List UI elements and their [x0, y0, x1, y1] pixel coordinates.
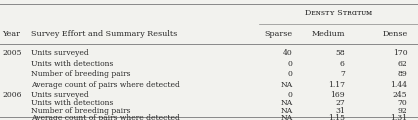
- Text: 62: 62: [398, 60, 408, 68]
- Text: 89: 89: [398, 70, 408, 78]
- Text: 6: 6: [340, 60, 345, 68]
- Text: Dᴇɴѕᴛʏ Sᴛʀɑᴛᴜᴍ: Dᴇɴѕᴛʏ Sᴛʀɑᴛᴜᴍ: [305, 9, 372, 17]
- Text: 70: 70: [398, 99, 408, 107]
- Text: 92: 92: [398, 107, 408, 114]
- Text: 7: 7: [340, 70, 345, 78]
- Text: 1.17: 1.17: [328, 81, 345, 89]
- Text: 0: 0: [288, 70, 293, 78]
- Text: 0: 0: [288, 91, 293, 99]
- Text: 1.31: 1.31: [390, 114, 408, 120]
- Text: Average count of pairs where detected: Average count of pairs where detected: [31, 81, 180, 89]
- Text: Number of breeding pairs: Number of breeding pairs: [31, 107, 131, 114]
- Text: 2005: 2005: [2, 49, 22, 57]
- Text: 0: 0: [288, 60, 293, 68]
- Text: NA: NA: [280, 114, 293, 120]
- Text: 31: 31: [335, 107, 345, 114]
- Text: NA: NA: [280, 81, 293, 89]
- Text: Medium: Medium: [311, 30, 345, 38]
- Text: Survey Effort and Summary Results: Survey Effort and Summary Results: [31, 30, 178, 38]
- Text: Units with detections: Units with detections: [31, 60, 114, 68]
- Text: 169: 169: [330, 91, 345, 99]
- Text: 1.15: 1.15: [328, 114, 345, 120]
- Text: 2006: 2006: [2, 91, 22, 99]
- Text: 1.44: 1.44: [390, 81, 408, 89]
- Text: Units surveyed: Units surveyed: [31, 49, 89, 57]
- Text: NA: NA: [280, 99, 293, 107]
- Text: Units with detections: Units with detections: [31, 99, 114, 107]
- Text: NA: NA: [280, 107, 293, 114]
- Text: Units surveyed: Units surveyed: [31, 91, 89, 99]
- Text: Sparse: Sparse: [265, 30, 293, 38]
- Text: 40: 40: [283, 49, 293, 57]
- Text: Number of breeding pairs: Number of breeding pairs: [31, 70, 131, 78]
- Text: 245: 245: [393, 91, 408, 99]
- Text: 27: 27: [335, 99, 345, 107]
- Text: Average count of pairs where detected: Average count of pairs where detected: [31, 114, 180, 120]
- Text: Year: Year: [2, 30, 20, 38]
- Text: Dense: Dense: [382, 30, 408, 38]
- Text: 58: 58: [335, 49, 345, 57]
- Text: 170: 170: [393, 49, 408, 57]
